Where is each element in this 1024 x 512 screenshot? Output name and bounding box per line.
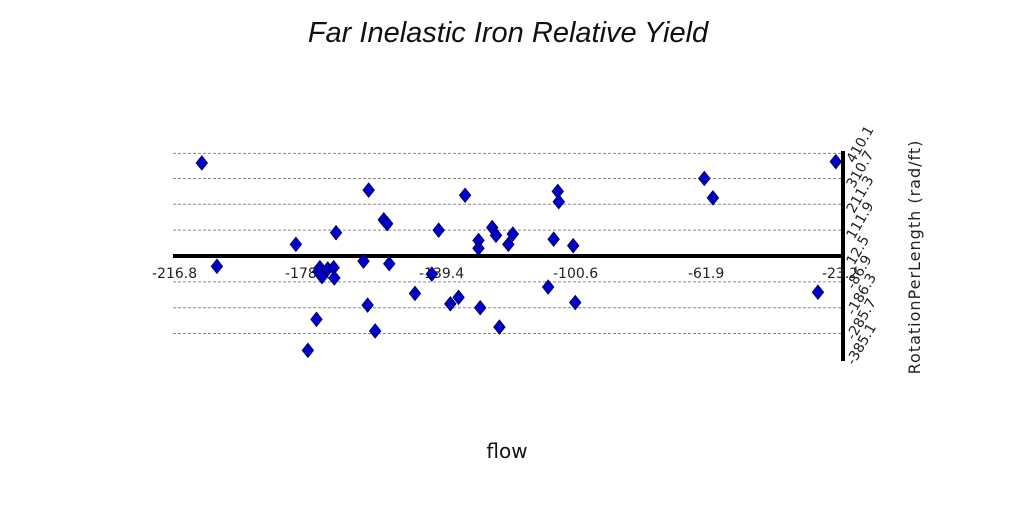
scatter-point (362, 182, 375, 198)
scatter-point (458, 187, 472, 204)
scatter-point (541, 279, 555, 295)
scatter-point (408, 285, 422, 302)
scatter-point (301, 342, 315, 359)
scatter-point (552, 193, 566, 210)
scatter-point (472, 240, 485, 257)
scatter-point (310, 311, 323, 328)
scatter-point (210, 258, 224, 275)
scatter-point (489, 227, 503, 244)
scatter-point (698, 170, 711, 187)
scatter-point (289, 236, 303, 253)
y-axis-label: RotationPerLength (rad/ft) (905, 140, 924, 375)
scatter-point (811, 284, 825, 300)
scatter-point (425, 266, 439, 282)
scatter-point (195, 155, 209, 171)
scatter-point (361, 297, 374, 313)
grid-lines (173, 152, 843, 335)
chart-title: Far Inelastic Iron Relative Yield (308, 17, 709, 49)
scatter-point (502, 236, 515, 253)
scatter-point (473, 299, 487, 316)
scatter-point (315, 268, 329, 285)
x-tick-label: -61.9 (688, 266, 724, 282)
data-points (195, 153, 843, 359)
scatter-point (357, 253, 370, 269)
scatter-point (569, 294, 582, 311)
scatter-point (380, 215, 394, 232)
scatter-point (566, 237, 580, 254)
scatter-point (432, 222, 445, 238)
scatter-point (452, 289, 465, 306)
scatter-point (368, 323, 382, 339)
scatter-point (493, 319, 506, 335)
scatter-point (444, 296, 457, 312)
scatter-point (506, 226, 520, 242)
x-tick-label: -23.2 (822, 266, 858, 282)
x-axis-label: flow (486, 439, 527, 463)
y-tick-labels: 410.1310.7211.3111.912.5-86.9-186.3-285.… (844, 123, 880, 368)
x-tick-label: -100.6 (553, 266, 598, 282)
scatter-point (829, 153, 843, 170)
scatter-point (382, 255, 396, 272)
scatter-point (547, 231, 560, 247)
scatter-point (706, 190, 720, 206)
scatter-point (328, 270, 341, 286)
scatter-point (329, 224, 343, 241)
x-tick-label: -216.8 (152, 266, 197, 282)
